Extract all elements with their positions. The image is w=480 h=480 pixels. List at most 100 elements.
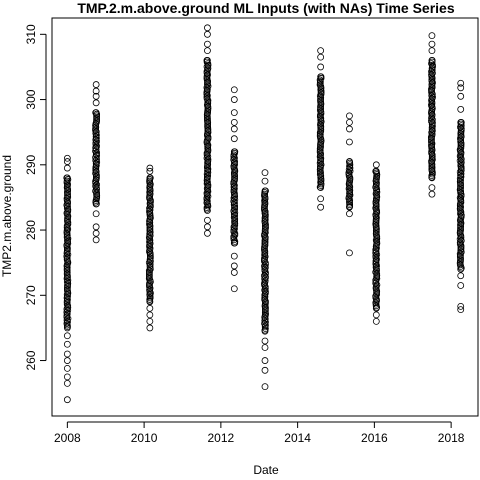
point-cluster — [427, 32, 436, 198]
data-point — [92, 229, 100, 237]
data-point — [204, 40, 211, 48]
data-point — [146, 164, 154, 172]
data-point — [63, 154, 71, 162]
data-point — [346, 158, 353, 165]
data-point — [203, 63, 211, 71]
point-cluster — [92, 81, 101, 244]
data-point — [92, 154, 99, 161]
data-point — [204, 153, 212, 160]
data-point — [373, 267, 381, 274]
data-point — [64, 281, 71, 289]
data-point — [373, 188, 381, 196]
data-point — [457, 248, 465, 256]
data-point — [261, 187, 269, 195]
data-point — [316, 159, 324, 167]
data-point — [317, 195, 325, 203]
data-point — [346, 118, 353, 126]
data-point — [457, 155, 465, 163]
y-tick-label: 300 — [24, 89, 38, 109]
data-point — [457, 92, 465, 100]
data-point — [231, 196, 239, 204]
data-point — [428, 32, 436, 40]
y-tick-label: 310 — [24, 24, 38, 44]
data-point — [230, 269, 238, 276]
data-point — [373, 275, 381, 282]
data-point — [204, 30, 211, 38]
data-point — [427, 117, 435, 125]
data-point — [230, 194, 238, 202]
data-point — [63, 396, 71, 404]
data-point — [457, 118, 465, 126]
data-point — [372, 304, 380, 312]
data-point — [261, 177, 269, 185]
data-point — [63, 313, 71, 321]
data-point — [204, 188, 212, 196]
point-cluster — [456, 79, 465, 314]
data-points — [63, 24, 465, 404]
data-point — [146, 298, 154, 306]
data-point — [146, 304, 154, 312]
x-tick-label: 2014 — [284, 431, 311, 445]
data-point — [92, 99, 100, 107]
plot-frame — [51, 17, 479, 417]
data-point — [92, 109, 100, 117]
data-point — [428, 89, 435, 96]
data-point — [92, 81, 100, 88]
data-point — [204, 82, 212, 90]
data-point — [456, 168, 464, 176]
data-point — [204, 57, 211, 64]
data-point — [428, 60, 435, 68]
data-point — [64, 240, 72, 247]
point-cluster — [203, 24, 212, 237]
data-point — [373, 251, 381, 258]
data-point — [63, 324, 71, 332]
data-point — [230, 96, 238, 103]
data-point — [428, 68, 435, 76]
data-point — [93, 142, 101, 150]
data-point — [261, 327, 269, 335]
data-point — [231, 221, 239, 229]
y-tick-label: 270 — [24, 285, 38, 305]
point-cluster — [372, 161, 381, 325]
data-point — [92, 170, 99, 177]
data-point — [373, 209, 381, 217]
data-point — [262, 318, 269, 326]
data-point — [64, 304, 72, 311]
data-point — [92, 187, 99, 195]
point-cluster — [230, 86, 239, 293]
data-point — [372, 311, 380, 319]
data-point — [92, 147, 99, 155]
data-point — [145, 248, 153, 255]
data-point — [146, 252, 154, 260]
data-point — [230, 125, 238, 133]
data-point — [346, 167, 354, 175]
data-point — [146, 324, 154, 332]
data-point — [63, 373, 71, 381]
data-point — [230, 135, 238, 143]
data-point — [457, 105, 465, 113]
data-point — [146, 174, 154, 182]
data-point — [92, 210, 100, 218]
data-point — [146, 195, 154, 203]
data-point — [317, 184, 325, 192]
data-point — [261, 383, 269, 391]
data-point — [63, 158, 71, 165]
data-point — [204, 61, 212, 69]
data-point — [63, 249, 71, 257]
data-point — [261, 344, 269, 351]
data-point — [345, 194, 353, 202]
point-cluster — [316, 47, 325, 211]
data-point — [146, 278, 154, 286]
data-point — [204, 24, 211, 32]
data-point — [231, 205, 239, 213]
y-axis-label: TMP2.m.above.ground — [0, 155, 14, 277]
data-point — [372, 161, 380, 169]
data-point — [428, 184, 436, 192]
data-point — [457, 272, 465, 280]
data-point — [146, 232, 154, 239]
data-point — [230, 252, 238, 260]
data-point — [203, 180, 211, 188]
data-point — [456, 210, 464, 217]
data-point — [457, 192, 465, 200]
